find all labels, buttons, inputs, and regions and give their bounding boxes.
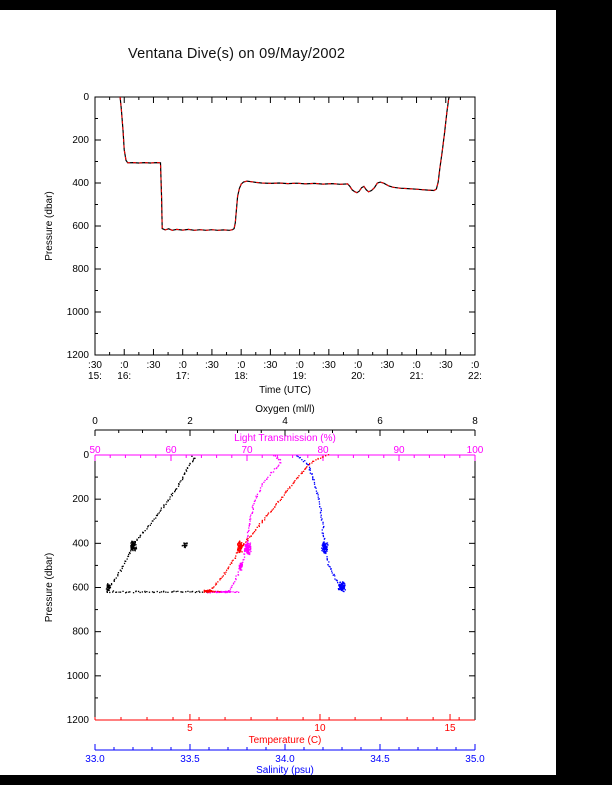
profile-chart: 0 200 400 600 800 1000 1200 Pressure (dbar) 0 2 4 6… [44,404,485,776]
svg-text::30: :30 [322,360,336,371]
svg-text:10: 10 [314,723,326,734]
svg-text:Light Transmission (%): Light Transmission (%) [234,433,336,444]
svg-text:0: 0 [92,416,98,427]
svg-text:600: 600 [72,583,89,594]
dive-charts-svg: 020040060080010001200:3015::016::30:017:… [44,92,485,776]
dive-profile-line-overlay [119,96,450,231]
svg-text:800: 800 [72,264,89,275]
svg-text:800: 800 [72,627,89,638]
svg-text:1000: 1000 [67,671,90,682]
svg-text:60: 60 [165,445,177,456]
svg-text:100: 100 [467,445,484,456]
svg-text:0: 0 [83,92,89,103]
svg-text:1000: 1000 [67,307,90,318]
svg-text:Temperature (C): Temperature (C) [249,735,322,746]
svg-text:17:: 17: [176,371,190,382]
oxygen-profile [105,455,208,594]
svg-text::30: :30 [88,360,102,371]
svg-text::0: :0 [179,360,188,371]
svg-text::30: :30 [147,360,161,371]
dive-profile-line [119,96,450,231]
light-axis: 50 60 70 80 90 100 Light Transmission (%) [89,433,484,461]
svg-text:1200: 1200 [67,715,90,726]
svg-text:16:: 16: [117,371,131,382]
svg-text::30: :30 [263,360,277,371]
plot-title: Ventana Dive(s) on 09/May/2002 [128,46,346,62]
svg-text::0: :0 [471,360,480,371]
svg-text::30: :30 [439,360,453,371]
svg-text:15: 15 [444,723,456,734]
svg-text:5: 5 [187,723,193,734]
svg-text:Salinity (psu): Salinity (psu) [256,765,314,775]
svg-text::30: :30 [380,360,394,371]
svg-text::0: :0 [237,360,246,371]
svg-text:34.5: 34.5 [370,754,390,765]
svg-text::30: :30 [205,360,219,371]
svg-text:50: 50 [89,445,101,456]
svg-text:6: 6 [377,416,383,427]
svg-text::0: :0 [120,360,129,371]
svg-text:15:: 15: [88,371,102,382]
svg-text::0: :0 [412,360,421,371]
svg-text:Time (UTC): Time (UTC) [259,385,311,396]
svg-text:33.0: 33.0 [85,754,105,765]
svg-text:22:: 22: [468,371,482,382]
svg-text:Pressure (dbar): Pressure (dbar) [44,191,55,260]
svg-text:20:: 20: [351,371,365,382]
svg-text:4: 4 [282,416,288,427]
svg-text:21:: 21: [410,371,424,382]
svg-text:8: 8 [472,416,478,427]
svg-text:200: 200 [72,135,89,146]
svg-text:90: 90 [393,445,405,456]
svg-text:35.0: 35.0 [465,754,485,765]
light-transmission-profile [207,455,282,594]
svg-text:18:: 18: [234,371,248,382]
plot-page: Ventana Dive(s) on 09/May/2002 0 200 400 60… [0,10,556,776]
svg-text::0: :0 [354,360,363,371]
temp-axis: 5 10 15 Temperature (C) [94,714,475,746]
svg-text:400: 400 [72,538,89,549]
salinity-profile [296,455,346,593]
svg-text:1200: 1200 [67,350,90,361]
svg-text:33.5: 33.5 [180,754,200,765]
svg-text:0: 0 [83,450,89,461]
svg-text:200: 200 [72,494,89,505]
svg-text:Oxygen (ml/l): Oxygen (ml/l) [255,404,314,415]
svg-text:80: 80 [317,445,329,456]
svg-text:70: 70 [241,445,253,456]
svg-text:19:: 19: [293,371,307,382]
temperature-profile [203,454,330,593]
svg-text:600: 600 [72,221,89,232]
svg-text:34.0: 34.0 [275,754,295,765]
oxygen-axis: 0 2 4 6 8 Oxygen (ml/l) [92,404,478,436]
svg-text:400: 400 [72,178,89,189]
svg-text::0: :0 [295,360,304,371]
svg-text:Pressure (dbar): Pressure (dbar) [44,553,55,622]
svg-text:2: 2 [187,416,193,427]
sal-axis: 33.0 33.5 34.0 34.5 35.0 Salinity (psu) [85,744,485,776]
depth-time-chart: 020040060080010001200:3015::016::30:017:… [44,92,482,396]
